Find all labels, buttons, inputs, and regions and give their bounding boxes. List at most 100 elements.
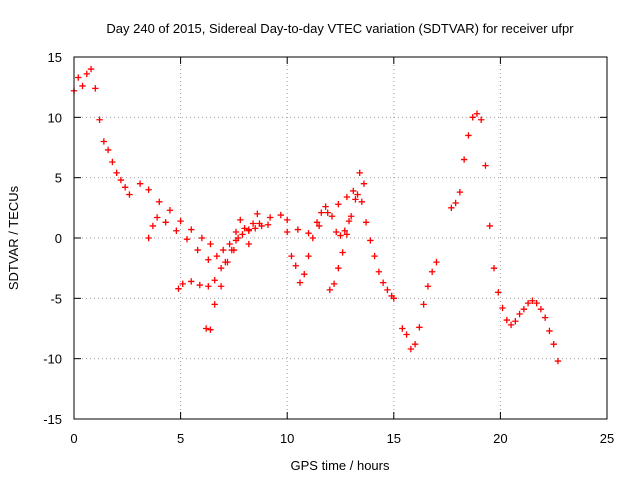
- data-point: [294, 226, 302, 233]
- data-point: [284, 216, 291, 224]
- y-tick-label: 5: [55, 171, 62, 186]
- y-tick-label: -5: [50, 291, 62, 306]
- data-point: [175, 285, 182, 292]
- data-point: [211, 277, 218, 284]
- data-point: [367, 237, 374, 244]
- data-point: [292, 262, 299, 269]
- data-point: [520, 305, 528, 313]
- data-point: [145, 234, 152, 242]
- data-point: [460, 156, 468, 163]
- y-axis-label: SDTVAR / TECUs: [6, 185, 21, 290]
- data-point: [452, 199, 459, 207]
- data-point: [499, 304, 506, 312]
- data-point: [322, 203, 329, 210]
- series-arc-8: [326, 169, 368, 294]
- data-point: [473, 110, 481, 117]
- plot-frame: [73, 56, 608, 420]
- data-point: [162, 219, 169, 226]
- data-point: [241, 225, 248, 232]
- data-point: [232, 237, 240, 244]
- data-point: [347, 213, 355, 220]
- data-point: [358, 198, 366, 205]
- data-point: [79, 82, 86, 90]
- data-point: [554, 357, 562, 365]
- data-point: [424, 283, 432, 290]
- data-point: [205, 283, 212, 290]
- data-point: [126, 191, 133, 198]
- data-point: [428, 268, 436, 275]
- data-point: [266, 214, 274, 221]
- data-point: [356, 169, 363, 177]
- data-point: [153, 214, 161, 221]
- data-point: [198, 234, 206, 242]
- data-point: [343, 193, 351, 201]
- data-point: [254, 210, 261, 218]
- y-tick-label: 15: [48, 50, 62, 65]
- data-point: [252, 225, 259, 232]
- data-point: [541, 314, 549, 321]
- data-point: [245, 240, 253, 248]
- data-point: [117, 176, 125, 184]
- series-arc-12: [448, 110, 562, 365]
- data-point: [495, 289, 502, 296]
- data-point: [546, 327, 553, 335]
- data-point: [217, 283, 225, 290]
- data-point: [194, 246, 201, 254]
- data-point: [173, 227, 180, 234]
- series-arc-11: [399, 258, 440, 353]
- y-tick-label: 0: [55, 231, 62, 246]
- data-point: [345, 217, 353, 225]
- data-point: [301, 271, 308, 278]
- data-point: [145, 186, 152, 193]
- data-point: [136, 180, 144, 187]
- data-point: [337, 232, 344, 239]
- x-tick-label: 10: [280, 431, 294, 446]
- series-arc-7: [284, 203, 329, 286]
- data-point: [448, 204, 455, 212]
- data-point: [202, 325, 210, 332]
- data-point: [507, 321, 515, 329]
- data-point: [490, 264, 498, 272]
- data-point: [335, 201, 342, 208]
- data-point: [224, 258, 231, 266]
- data-point: [258, 222, 265, 230]
- data-point: [328, 213, 336, 220]
- data-point: [375, 268, 383, 275]
- data-point: [156, 198, 163, 205]
- data-point: [384, 286, 391, 294]
- data-point: [390, 295, 397, 302]
- data-point: [324, 209, 331, 216]
- data-point: [309, 234, 316, 242]
- data-point: [92, 85, 99, 92]
- data-point: [482, 162, 489, 169]
- data-point: [524, 299, 532, 307]
- data-point: [100, 138, 108, 145]
- x-axis-label: GPS time / hours: [291, 458, 390, 473]
- y-tick-label: 10: [48, 110, 62, 125]
- data-point: [533, 299, 540, 307]
- data-point: [379, 279, 387, 286]
- data-point: [296, 279, 304, 286]
- axis-ticks: 0 5 10 15 20 25 -15 -10 -5 0 5 10 15: [43, 50, 614, 446]
- data-point: [288, 252, 295, 260]
- series-arc-2: [136, 180, 214, 248]
- x-tick-label: 5: [177, 431, 184, 446]
- data-point: [230, 246, 238, 254]
- data-point: [318, 209, 325, 216]
- data-point: [550, 340, 557, 348]
- data-point: [512, 318, 519, 325]
- data-point: [96, 116, 103, 123]
- x-tick-label: 15: [387, 431, 401, 446]
- data-point: [420, 301, 427, 308]
- data-point: [352, 196, 359, 203]
- data-point: [179, 280, 186, 288]
- data-point: [433, 258, 440, 266]
- data-point: [537, 305, 545, 313]
- data-point: [305, 229, 312, 237]
- data-point: [326, 286, 334, 294]
- data-point: [149, 222, 157, 230]
- data-point: [245, 227, 253, 234]
- data-point: [403, 331, 410, 338]
- series-arc-9: [328, 213, 353, 239]
